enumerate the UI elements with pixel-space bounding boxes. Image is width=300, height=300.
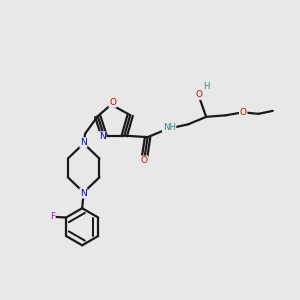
Text: NH: NH [163,123,176,132]
Text: O: O [109,98,116,107]
Text: O: O [141,156,148,165]
Text: F: F [50,212,55,221]
Text: N: N [99,132,106,141]
Text: N: N [80,138,87,147]
Text: O: O [196,90,202,99]
Text: O: O [240,108,247,117]
Text: H: H [203,82,209,91]
Text: N: N [80,189,87,198]
